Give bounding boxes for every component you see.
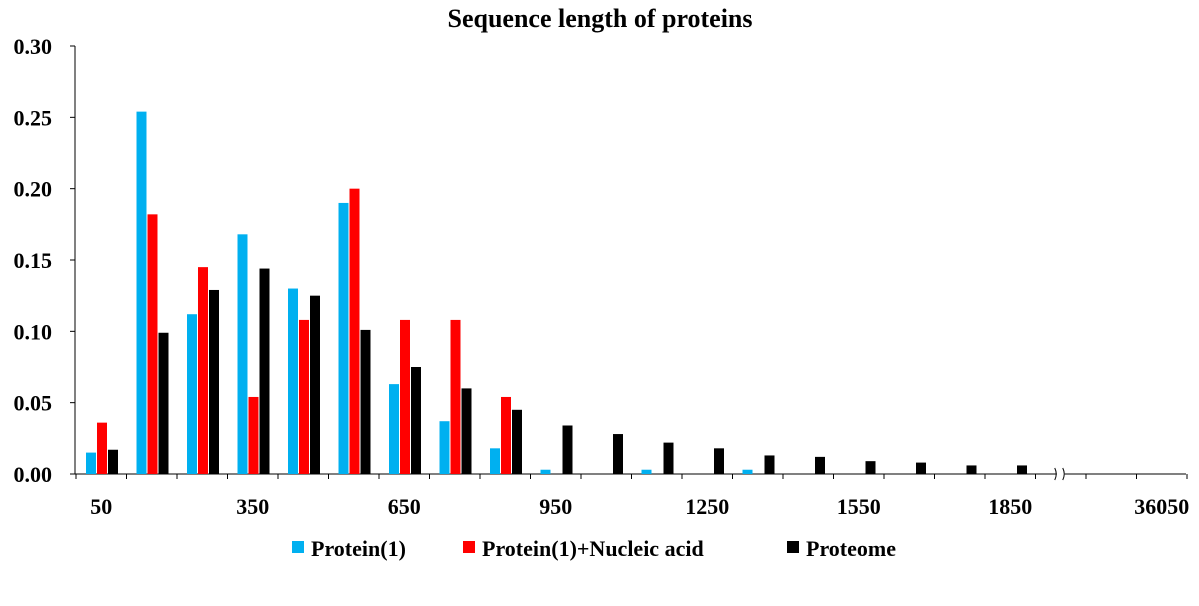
y-tick-label: 0.30 [14,34,53,59]
legend-swatch [463,541,475,553]
bar [299,319,309,474]
legend: Protein(1) Protein(1)+Nucleic acid Proteom… [292,536,896,561]
bar [198,267,208,474]
bar [400,319,410,474]
bar [865,461,876,474]
bar [439,421,450,474]
bar [815,456,825,474]
bar [259,268,270,474]
axis-break-mark [1054,467,1065,481]
bar [461,388,472,474]
bar [97,422,107,474]
legend-label: Proteome [806,536,896,561]
bar [288,288,298,474]
chart-title: Sequence length of proteins [447,4,752,33]
bar [158,332,169,474]
bar [641,469,652,474]
bar [209,289,219,474]
x-tick-label: 350 [236,494,269,519]
bar [742,469,753,474]
x-axis: 50 350 650 950 1250 1550 1850 36050 [75,467,1189,519]
bar [360,329,371,474]
y-tick-label: 0.15 [14,248,53,273]
bar [310,295,320,474]
bar [512,409,522,474]
bar [501,396,511,474]
bar [248,396,259,474]
y-tick-label: 0.25 [14,105,53,130]
bar [108,449,118,474]
bar [136,111,147,475]
y-tick-label: 0.10 [14,319,53,344]
legend-swatch [292,541,304,553]
bar [663,442,674,474]
bar [613,434,623,474]
bar [1017,465,1027,474]
x-tick-label: 950 [539,494,572,519]
bar [562,425,573,474]
bar [966,465,977,474]
y-tick-label: 0.20 [14,177,53,202]
y-axis: 0.00 0.05 0.10 0.15 0.20 0.25 0.30 [14,34,76,487]
legend-label: Protein(1)+Nucleic acid [482,536,704,561]
x-tick-label: 650 [388,494,421,519]
x-tick-label: 50 [90,494,112,519]
bars [86,111,1027,475]
legend-label: Protein(1) [311,536,406,561]
y-tick-label: 0.00 [14,462,53,487]
bar [764,455,775,474]
bar [349,188,360,474]
bar [714,448,724,474]
bar [450,319,461,474]
x-tick-label: 36050 [1134,494,1189,519]
bar [490,448,500,474]
x-tick-label: 1550 [837,494,881,519]
bar [86,452,96,474]
x-tick-label: 1850 [988,494,1032,519]
bar [187,314,197,474]
bar [411,367,421,474]
y-tick-label: 0.05 [14,391,53,416]
bar [237,234,248,474]
x-tick-label: 1250 [685,494,729,519]
bar [147,214,158,474]
legend-swatch [787,541,799,553]
bar [540,469,551,474]
bar [916,462,926,474]
bar [389,384,399,474]
bar [338,202,349,474]
